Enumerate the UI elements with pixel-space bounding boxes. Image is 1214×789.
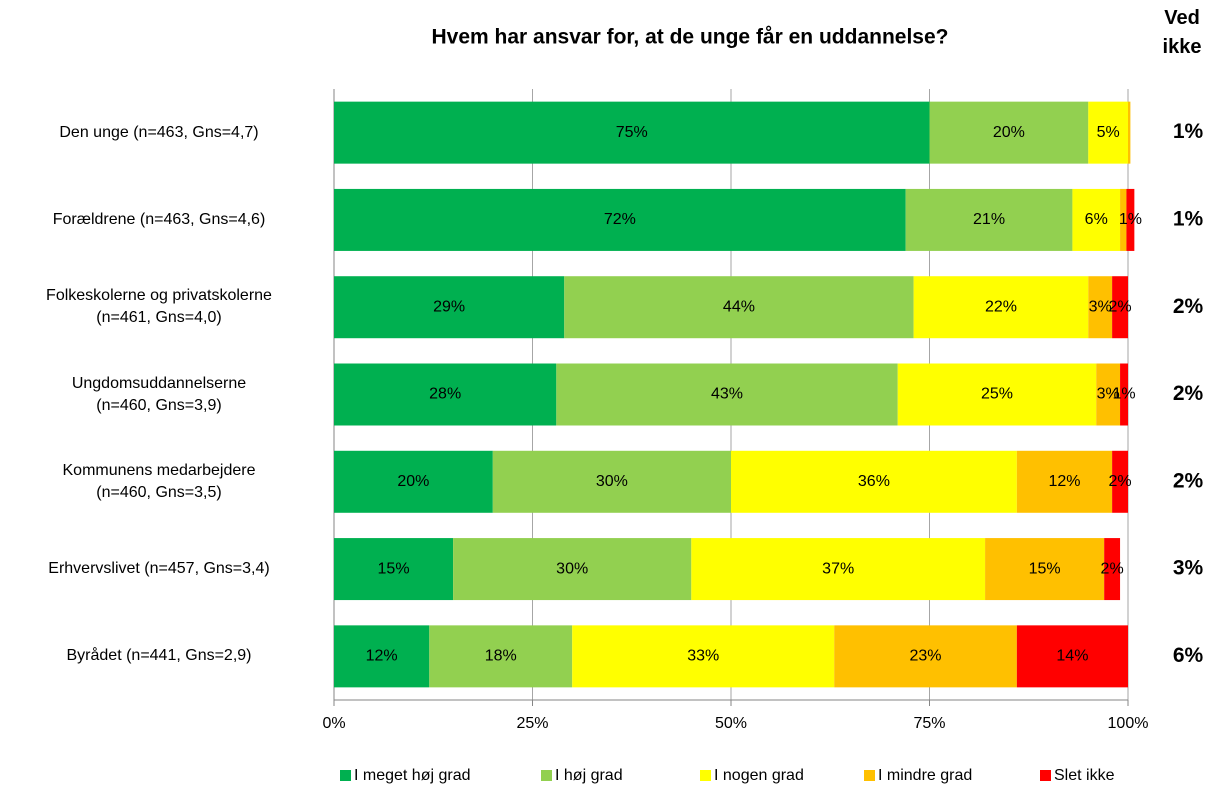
x-tick-label: 75%: [913, 715, 945, 732]
data-label: 75%: [616, 124, 648, 141]
data-label: 29%: [433, 298, 465, 315]
bar-segment: [1112, 450, 1128, 513]
legend-label: Slet ikke: [1054, 767, 1115, 784]
data-label: 2%: [1108, 473, 1131, 490]
bar-segment: [1112, 276, 1128, 339]
data-label: 36%: [858, 473, 890, 490]
data-label: 30%: [596, 473, 628, 490]
bar-segment: [334, 363, 557, 426]
bar-segment: [913, 276, 1089, 339]
dont-know-value: 6%: [1173, 644, 1204, 667]
dont-know-value: 2%: [1173, 382, 1204, 405]
bar-segment: [1126, 188, 1135, 251]
data-label: 37%: [822, 560, 854, 577]
data-label: 23%: [910, 648, 942, 665]
data-label: 15%: [378, 560, 410, 577]
bar-segment: [1120, 188, 1127, 251]
data-label: 5%: [1097, 124, 1120, 141]
data-label: 44%: [723, 298, 755, 315]
bar-segment: [334, 538, 454, 601]
legend-swatch: [340, 770, 351, 781]
bar-segment: [1016, 625, 1128, 688]
bar-segment: [429, 625, 573, 688]
legend-label: I nogen grad: [714, 767, 804, 784]
bar-segment: [1072, 188, 1121, 251]
data-label: 72%: [604, 211, 636, 228]
data-label: 3%: [1089, 298, 1112, 315]
bar-segment: [564, 276, 914, 339]
bar-segment: [334, 276, 565, 339]
bar-segment: [1104, 538, 1121, 601]
bar-segment: [929, 101, 1089, 164]
bar-segment: [731, 450, 1017, 513]
data-label: 1%: [1119, 211, 1142, 228]
bar-segment: [1120, 363, 1128, 426]
data-label: 20%: [993, 124, 1025, 141]
bar-segment: [334, 625, 430, 688]
data-label: 25%: [981, 386, 1013, 403]
bar-segment: [572, 625, 835, 688]
legend-swatch: [541, 770, 552, 781]
chart-title: Hvem har ansvar for, at de unge får en u…: [432, 26, 949, 49]
bar-segment: [897, 363, 1097, 426]
data-label: 43%: [711, 386, 743, 403]
y-tick-label: Ungdomsuddannelserne (n=460, Gns=3,9): [71, 374, 247, 414]
bar-segment: [453, 538, 692, 601]
data-label: 15%: [1029, 560, 1061, 577]
legend-swatch: [864, 770, 875, 781]
y-tick-label: Folkeskolerne og privatskolerne (n=461, …: [46, 287, 272, 327]
y-tick-label: Den unge (n=463, Gns=4,7): [59, 123, 259, 141]
data-label: 12%: [1048, 473, 1080, 490]
legend-swatch: [1040, 770, 1051, 781]
data-label: 2%: [1108, 298, 1131, 315]
bar-segment: [834, 625, 1017, 688]
data-label: 1%: [1112, 386, 1135, 403]
data-label: 20%: [397, 473, 429, 490]
legend-label: I mindre grad: [878, 767, 972, 784]
data-label: 28%: [429, 386, 461, 403]
x-tick-label: 50%: [715, 715, 747, 732]
data-label: 2%: [1101, 560, 1124, 577]
y-tick-label: Erhvervslivet (n=457, Gns=3,4): [48, 560, 270, 578]
legend-swatch: [700, 770, 711, 781]
data-label: 6%: [1085, 211, 1108, 228]
data-label: 22%: [985, 298, 1017, 315]
dont-know-value: 2%: [1173, 469, 1204, 492]
bar-segment: [556, 363, 898, 426]
bar-segment: [1016, 450, 1113, 513]
x-tick-label: 25%: [516, 715, 548, 732]
dont-know-value: 1%: [1173, 207, 1204, 230]
data-label: 3%: [1097, 386, 1120, 403]
legend-label: I høj grad: [555, 767, 623, 784]
bar-segment: [1096, 363, 1121, 426]
legend-label: I meget høj grad: [354, 767, 471, 784]
y-tick-label: Byrådet (n=441, Gns=2,9): [66, 647, 252, 665]
x-tick-label: 100%: [1108, 715, 1149, 732]
y-tick-label: Kommunens medarbejdere (n=460, Gns=3,5): [62, 461, 256, 501]
data-label: 33%: [687, 648, 719, 665]
bar-segment: [334, 101, 930, 164]
data-label: 21%: [973, 211, 1005, 228]
bar-segment: [691, 538, 986, 601]
bar-segment: [1088, 101, 1128, 164]
data-label: 18%: [485, 648, 517, 665]
bar-segment: [1128, 101, 1131, 164]
dont-know-value: 3%: [1173, 557, 1204, 580]
x-tick-label: 0%: [322, 715, 345, 732]
bar-segment: [905, 188, 1073, 251]
data-label: 14%: [1056, 648, 1088, 665]
bar-segment: [1088, 276, 1113, 339]
data-label: 12%: [366, 648, 398, 665]
bar-segment: [985, 538, 1105, 601]
bar-segment: [334, 450, 493, 513]
y-tick-label: Forældrene (n=463, Gns=4,6): [52, 210, 266, 228]
dont-know-value: 1%: [1173, 120, 1204, 143]
dont-know-value: 2%: [1173, 295, 1204, 318]
bar-segment: [492, 450, 731, 513]
bar-segment: [334, 188, 906, 251]
data-label: 30%: [556, 560, 588, 577]
dont-know-title: Ved ikke: [1162, 7, 1202, 58]
